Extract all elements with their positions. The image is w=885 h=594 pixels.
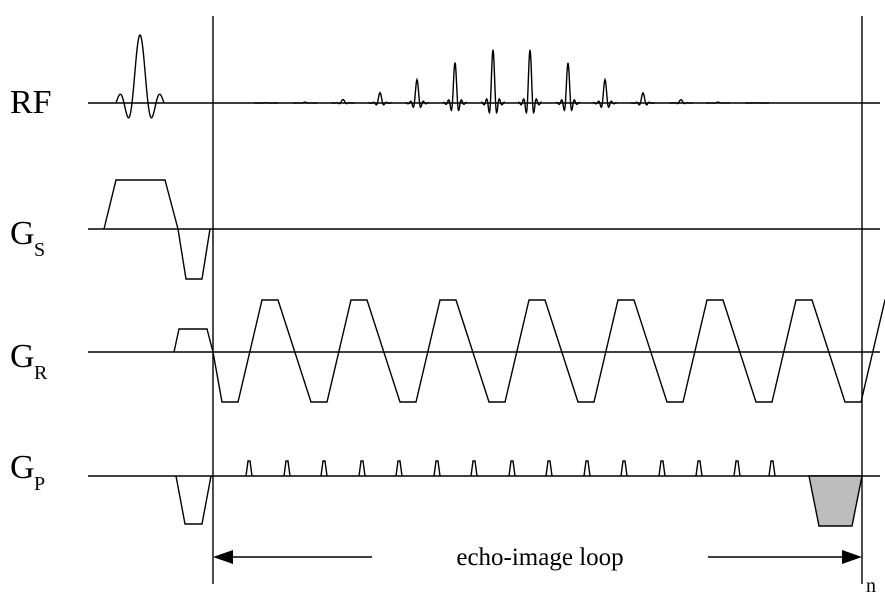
loop-label: echo-image loop	[456, 544, 623, 571]
gs-label: G	[10, 215, 35, 252]
gr-readout-train	[212, 299, 885, 403]
gp-phase-blip	[583, 460, 591, 477]
rf-excitation-pulse	[115, 34, 165, 119]
gp-phase-blip	[620, 460, 628, 477]
gp-prephaser-lobe	[175, 475, 212, 525]
gr-label: G	[10, 338, 35, 375]
gp-phase-blip	[658, 460, 666, 477]
gp-phase-blip	[733, 460, 741, 477]
loop-arrow-left-head	[213, 550, 233, 564]
repeat-count-label: n	[866, 575, 876, 594]
gr-label-subscript: R	[34, 362, 48, 384]
gs-slice-select-lobe	[103, 179, 179, 230]
gp-phase-blip	[470, 460, 478, 477]
gp-phase-blip	[395, 460, 403, 477]
gp-label: G	[10, 449, 35, 486]
loop-arrow-right-head	[842, 550, 862, 564]
gp-phase-blip	[245, 460, 253, 477]
rf-echo-train	[254, 49, 769, 115]
gp-phase-blip	[358, 460, 366, 477]
gp-blip-group	[245, 460, 776, 477]
gp-phase-blip	[545, 460, 553, 477]
gp-phase-blip	[695, 460, 703, 477]
rf-label: RF	[10, 84, 52, 121]
gr-prephaser-lobe	[173, 328, 214, 353]
gp-phase-blip	[320, 460, 328, 477]
gp-phase-blip	[768, 460, 776, 477]
gp-label-subscript: P	[34, 473, 45, 495]
gp-phase-blip	[433, 460, 441, 477]
gs-label-subscript: S	[34, 239, 45, 261]
gp-phase-blip	[283, 460, 291, 477]
gp-phase-blip	[508, 460, 516, 477]
gs-rephase-lobe	[177, 228, 211, 280]
gp-rewinder-lobe	[808, 475, 863, 527]
